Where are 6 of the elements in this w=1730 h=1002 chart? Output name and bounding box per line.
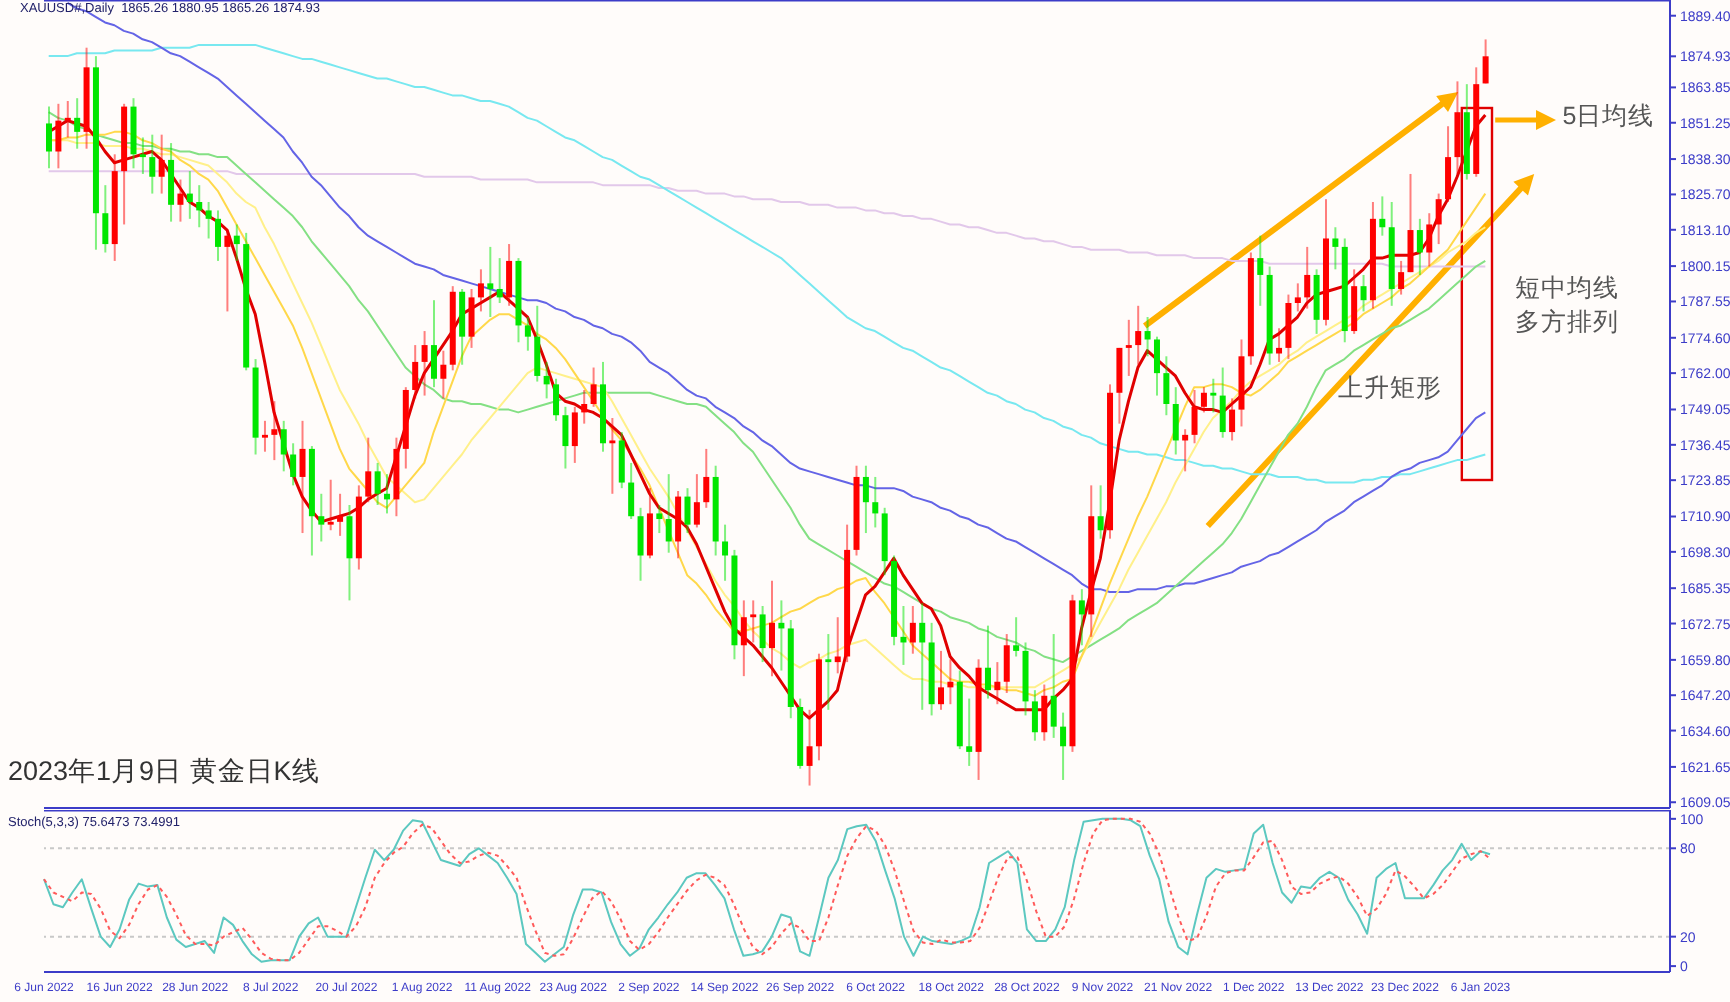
text: 多方排列 [1514, 308, 1619, 338]
text: 短中均线 [1514, 274, 1619, 304]
line-series [47, 43, 1487, 484]
text: 2023年1月9日 黄金日K线 [8, 754, 320, 790]
annotation: 上升矩形 [1338, 374, 1443, 404]
text: 5日均线 [1562, 102, 1655, 132]
